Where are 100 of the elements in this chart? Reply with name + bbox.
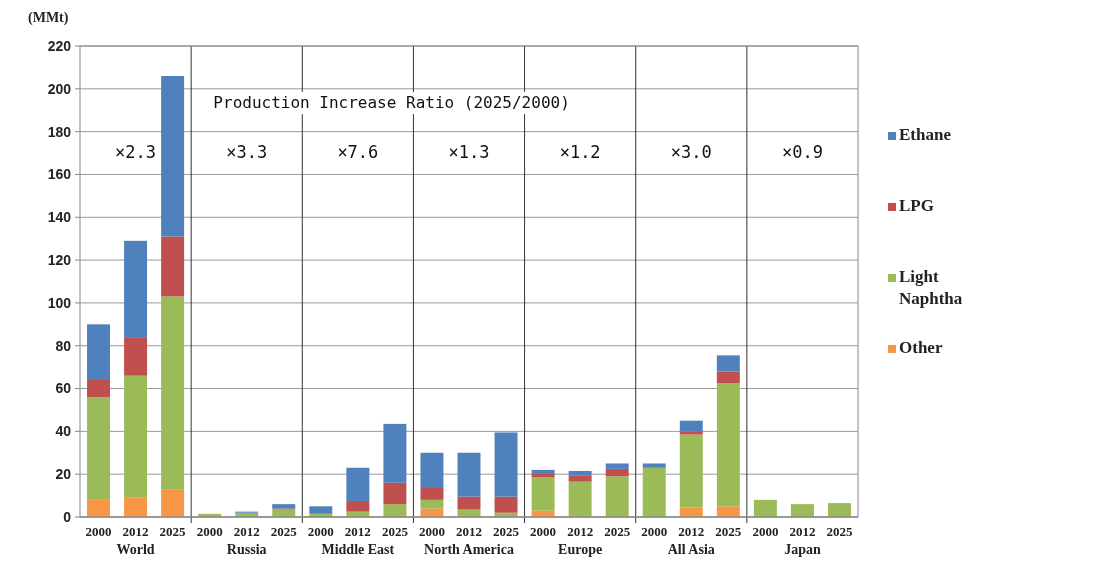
bar	[605, 463, 629, 469]
annotation: ×3.0	[670, 142, 712, 162]
x-tick-label: 2012	[233, 524, 260, 539]
y-tick-label: 120	[47, 251, 72, 268]
legend-label: Other	[899, 338, 943, 357]
bar	[716, 383, 740, 507]
bar	[531, 477, 555, 511]
annotation: ×7.6	[337, 142, 379, 162]
bar	[716, 355, 740, 372]
text: North America	[424, 542, 514, 557]
annotation: ×1.3	[448, 142, 490, 162]
x-tick-label: 2025	[715, 524, 742, 539]
y-tick-label: 40	[55, 423, 72, 440]
x-tick-label: 2000	[641, 524, 668, 539]
bar	[161, 296, 185, 490]
bar	[568, 481, 592, 517]
bar	[346, 500, 370, 512]
bar	[531, 469, 555, 474]
bar	[679, 507, 703, 517]
annotation: ×3.3	[226, 142, 268, 162]
text: All Asia	[667, 542, 715, 557]
bar	[124, 337, 148, 376]
bar	[568, 475, 592, 482]
bar	[124, 240, 148, 338]
bar	[568, 470, 592, 476]
bar	[494, 432, 518, 497]
bar	[642, 467, 666, 517]
bar	[87, 499, 111, 517]
x-tick-label: 2000	[752, 524, 779, 539]
bar	[457, 496, 481, 510]
text: Russia	[226, 542, 267, 557]
y-tick-label: 200	[47, 80, 72, 97]
bar	[346, 467, 370, 501]
text: World	[116, 542, 155, 557]
annotation: Production Increase Ratio (2025/2000)	[213, 93, 570, 112]
bar	[753, 499, 777, 517]
bar	[605, 468, 629, 477]
y-tick-label: 220	[47, 37, 72, 54]
x-tick-label: 2012	[456, 524, 482, 539]
bar	[531, 473, 555, 478]
bar	[383, 482, 407, 505]
bar	[383, 423, 407, 483]
y-axis-title: (MMt)	[28, 10, 69, 26]
bar	[420, 452, 444, 488]
bar	[827, 503, 851, 517]
bar	[494, 496, 518, 513]
x-tick-label: 2025	[826, 524, 853, 539]
x-tick-label: 2025	[159, 524, 187, 539]
annotation: ×0.9	[781, 142, 823, 162]
x-tick-label: 2012	[344, 524, 371, 539]
x-tick-label: 2025	[604, 524, 631, 539]
x-tick-label: 2000	[85, 524, 112, 539]
bar	[679, 431, 703, 435]
legend-label: Light Naphtha	[899, 267, 963, 308]
y-tick-label: 60	[55, 380, 72, 397]
bar	[457, 452, 481, 497]
bar	[87, 324, 111, 380]
text: Europe	[558, 542, 603, 557]
y-tick-label: 160	[47, 166, 72, 183]
x-tick-label: 2000	[196, 524, 223, 539]
y-tick-label: 0	[63, 508, 72, 525]
y-tick-label: 180	[47, 123, 72, 140]
y-tick-label: 140	[47, 209, 72, 226]
legend-label: LPG	[899, 196, 934, 215]
y-tick-label: 80	[55, 337, 72, 354]
x-tick-label: 2000	[418, 524, 445, 539]
x-tick-label: 2025	[381, 524, 409, 539]
bar	[87, 379, 111, 398]
bar	[161, 489, 185, 517]
bar	[605, 476, 629, 517]
bar	[309, 506, 333, 514]
bar	[679, 420, 703, 432]
bar	[642, 463, 666, 468]
legend-label: Ethane	[899, 125, 952, 144]
bar	[790, 504, 814, 517]
x-tick-label: 2000	[530, 524, 557, 539]
x-tick-label: 2000	[307, 524, 334, 539]
x-tick-label: 2012	[789, 524, 816, 539]
x-tick-label: 2012	[678, 524, 705, 539]
x-tick-label: 2012	[122, 524, 149, 539]
text: Middle East	[321, 542, 395, 557]
bar	[272, 504, 296, 509]
bar	[420, 487, 444, 500]
bar	[716, 506, 740, 517]
annotation: ×1.2	[559, 142, 601, 162]
bar	[161, 75, 185, 237]
bar	[716, 371, 740, 384]
bar	[420, 508, 444, 517]
bar	[420, 499, 444, 509]
y-tick-label: 20	[55, 466, 72, 483]
y-tick-label: 100	[47, 294, 72, 311]
x-tick-label: 2025	[493, 524, 520, 539]
bar	[383, 504, 407, 517]
annotation: ×2.3	[115, 142, 157, 162]
bar	[87, 397, 111, 500]
text: Japan	[784, 542, 821, 557]
x-tick-label: 2012	[567, 524, 594, 539]
bar	[161, 236, 185, 297]
bar	[679, 434, 703, 508]
bar	[124, 375, 148, 498]
